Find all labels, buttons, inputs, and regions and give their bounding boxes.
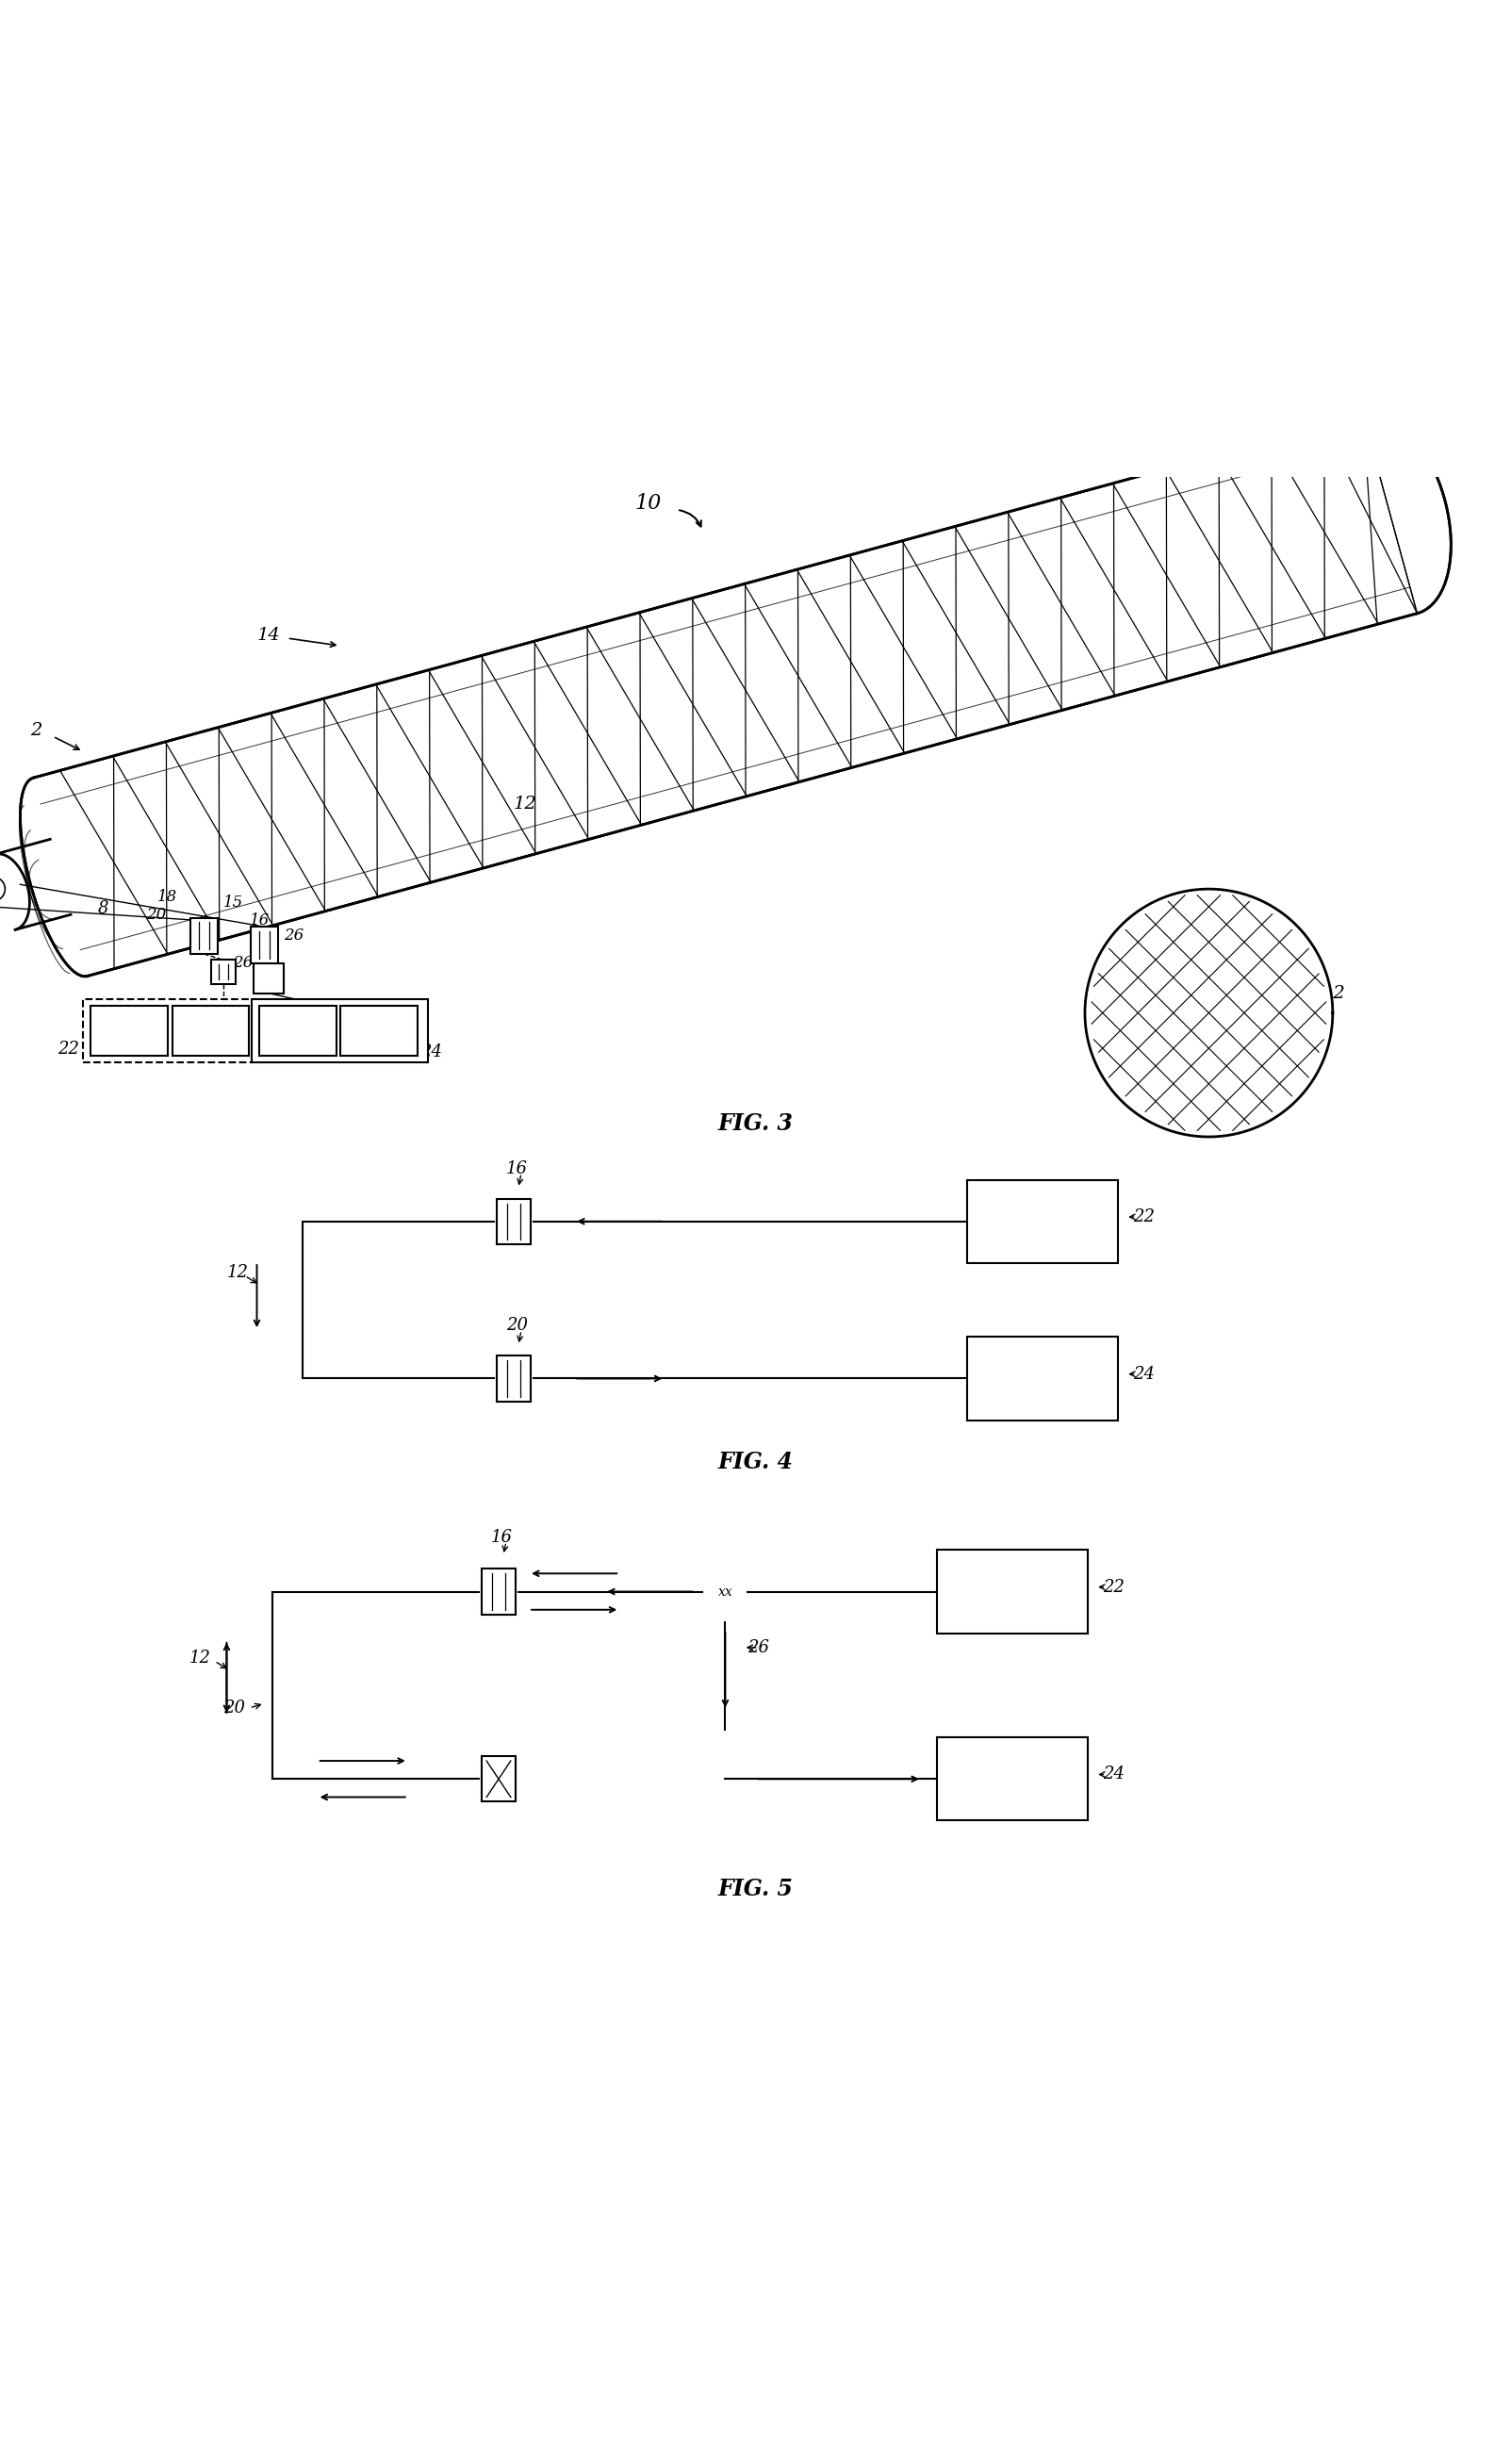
Text: TX: TX	[119, 1025, 139, 1037]
Text: 15: 15	[224, 894, 243, 912]
Text: 24: 24	[420, 1045, 441, 1060]
Text: 22: 22	[57, 1040, 79, 1057]
Text: FIG. 4: FIG. 4	[718, 1451, 793, 1473]
Text: RX: RX	[369, 1025, 390, 1037]
Text: 22: 22	[249, 1040, 270, 1057]
Text: 8: 8	[98, 899, 109, 917]
Text: 2: 2	[30, 722, 42, 739]
Text: TX: TX	[287, 1025, 308, 1037]
Text: RX: RX	[1031, 1370, 1055, 1387]
Bar	[251, 1000, 429, 1062]
Text: 12: 12	[1322, 986, 1345, 1003]
Polygon shape	[20, 414, 1451, 976]
Text: 20: 20	[147, 907, 166, 922]
Circle shape	[0, 877, 5, 902]
Text: TX: TX	[1000, 1584, 1024, 1599]
Text: 12: 12	[189, 1648, 210, 1666]
Bar	[190, 917, 218, 954]
Text: RX: RX	[1000, 1772, 1024, 1786]
Text: 16: 16	[491, 1528, 512, 1545]
Text: xx: xx	[718, 1584, 733, 1599]
Text: 20: 20	[506, 1318, 527, 1333]
Text: 10: 10	[635, 493, 662, 515]
Bar	[497, 1355, 530, 1402]
Text: 14: 14	[257, 626, 280, 643]
Text: 20: 20	[224, 1700, 245, 1717]
Text: FIG. 5: FIG. 5	[718, 1878, 793, 1900]
Text: 16: 16	[506, 1161, 527, 1178]
Text: FIG. 3: FIG. 3	[718, 1111, 793, 1133]
Bar	[937, 1550, 1088, 1634]
Text: 22: 22	[1133, 1207, 1154, 1225]
Text: 26: 26	[284, 929, 304, 944]
Bar	[91, 1005, 168, 1057]
Bar	[254, 963, 284, 993]
Bar	[260, 1005, 335, 1057]
Text: 16: 16	[249, 912, 269, 929]
Text: 12: 12	[227, 1264, 248, 1281]
Bar	[497, 1200, 530, 1244]
Bar	[967, 1180, 1118, 1264]
Bar	[340, 1005, 417, 1057]
Text: 24: 24	[1103, 1767, 1124, 1784]
Text: TX: TX	[1031, 1212, 1055, 1230]
Bar	[937, 1737, 1088, 1821]
Text: 24: 24	[1133, 1365, 1154, 1382]
Text: 18: 18	[157, 890, 177, 904]
Polygon shape	[1085, 890, 1333, 1136]
Bar	[83, 1000, 280, 1062]
Bar	[482, 1570, 515, 1614]
Bar	[251, 926, 278, 963]
Bar	[967, 1338, 1118, 1419]
Text: 22: 22	[1103, 1579, 1124, 1597]
Text: 24: 24	[219, 1045, 240, 1060]
Text: RX: RX	[201, 1025, 221, 1037]
Text: 26: 26	[233, 956, 252, 971]
Bar	[172, 1005, 249, 1057]
Bar	[482, 1757, 515, 1801]
Text: 12: 12	[514, 796, 536, 813]
Bar	[212, 961, 236, 983]
Text: 26: 26	[748, 1639, 769, 1656]
